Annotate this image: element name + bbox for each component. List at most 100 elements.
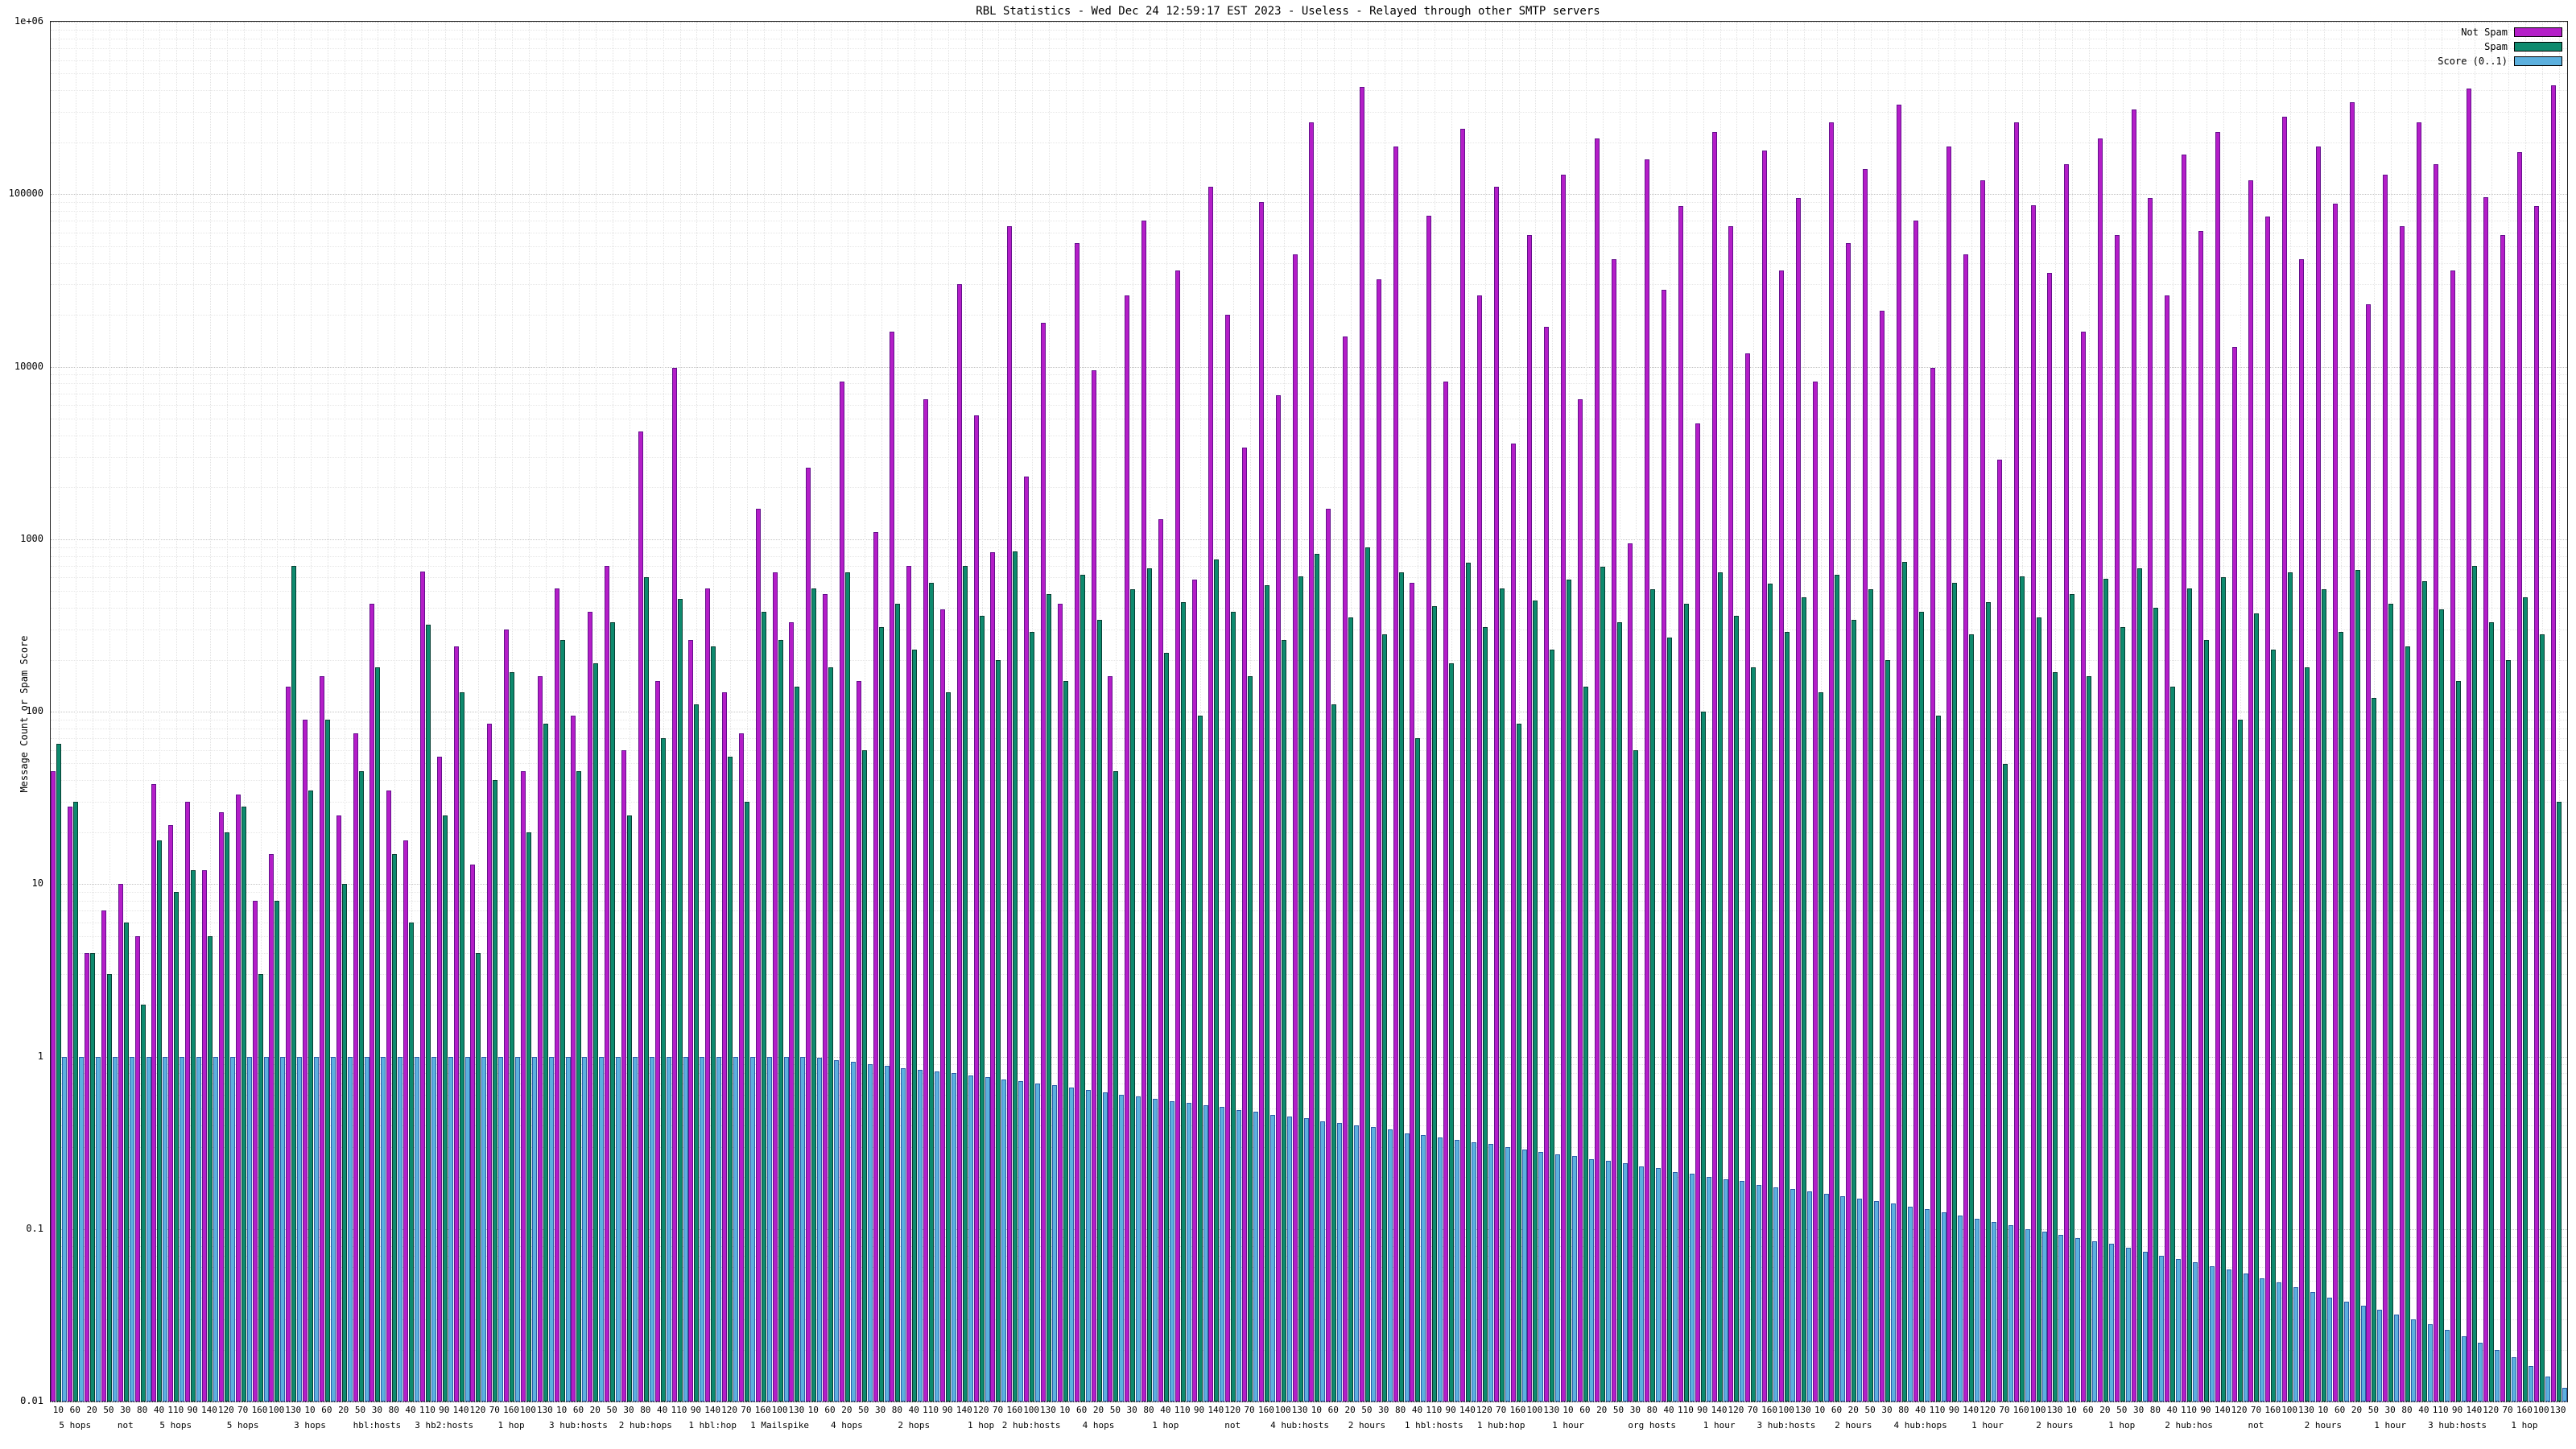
- bar-spam: [341, 884, 347, 1402]
- bar-score: [364, 1056, 369, 1402]
- x-tick-label: 80: [388, 1405, 399, 1415]
- bar-not-spam: [2282, 117, 2288, 1402]
- bar-spam: [559, 640, 565, 1402]
- x-group-label: 1 hop: [1152, 1420, 1179, 1430]
- gridline-horizontal: [51, 1319, 2567, 1320]
- bar-score: [766, 1056, 772, 1402]
- bar-not-spam: [1459, 128, 1465, 1402]
- bar-not-spam: [51, 771, 56, 1402]
- x-group-label: 2 hours: [1835, 1420, 1872, 1430]
- gridline-horizontal: [51, 1125, 2567, 1126]
- bar-not-spam: [1108, 676, 1113, 1402]
- gridline-horizontal: [51, 1255, 2567, 1257]
- bar-score: [2377, 1310, 2383, 1402]
- x-tick-label: 50: [606, 1405, 617, 1415]
- gridline-horizontal: [51, 738, 2567, 740]
- bar-not-spam: [990, 551, 996, 1402]
- bar-not-spam: [2433, 163, 2438, 1402]
- x-tick-label: 40: [1915, 1405, 1926, 1415]
- x-tick-label: 140: [704, 1405, 721, 1415]
- x-tick-label: 110: [167, 1405, 184, 1415]
- x-tick-label: 130: [2549, 1405, 2566, 1415]
- bar-spam: [1583, 686, 1588, 1402]
- bar-score: [1505, 1146, 1510, 1402]
- gridline-vertical: [142, 22, 144, 1402]
- x-group-label: 3 hops: [294, 1420, 326, 1430]
- bar-score: [733, 1056, 739, 1402]
- bar-spam: [1080, 575, 1085, 1402]
- bar-spam: [73, 802, 79, 1402]
- bar-score: [901, 1067, 906, 1402]
- bar-score: [1840, 1195, 1846, 1402]
- x-tick-label: 120: [721, 1405, 737, 1415]
- x-tick-label: 60: [824, 1405, 836, 1415]
- x-tick-label: 20: [1847, 1405, 1859, 1415]
- bar-score: [2277, 1282, 2282, 1402]
- bar-spam: [2388, 604, 2394, 1402]
- gridline-horizontal: [51, 202, 2567, 204]
- bar-not-spam: [319, 676, 324, 1402]
- x-tick-label: 70: [741, 1405, 752, 1415]
- x-group-label: 1 hop: [2511, 1420, 2538, 1430]
- bar-not-spam: [571, 715, 576, 1402]
- bar-not-spam: [2467, 88, 2472, 1402]
- x-tick-label: 100: [2029, 1405, 2046, 1415]
- gridline-vertical: [193, 22, 195, 1402]
- gridline-horizontal: [51, 366, 2567, 368]
- bar-spam: [106, 974, 112, 1402]
- gridline-horizontal: [51, 374, 2567, 376]
- bar-spam: [744, 802, 749, 1402]
- x-group-label: 2 hours: [1348, 1420, 1386, 1430]
- gridline-horizontal: [51, 456, 2567, 458]
- y-tick-label: 10: [31, 877, 43, 890]
- bar-spam: [610, 621, 616, 1402]
- gridline-vertical: [226, 22, 228, 1402]
- bar-score: [951, 1073, 956, 1402]
- x-tick-label: 30: [2384, 1405, 2396, 1415]
- bar-score: [582, 1056, 588, 1402]
- bar-not-spam: [2366, 304, 2372, 1402]
- bar-spam: [1180, 602, 1186, 1402]
- y-tick-label: 1: [37, 1050, 43, 1062]
- bar-spam: [207, 935, 213, 1402]
- bar-score: [1572, 1156, 1578, 1402]
- x-tick-label: 40: [405, 1405, 416, 1415]
- gridline-horizontal: [51, 29, 2567, 31]
- x-tick-label: 20: [841, 1405, 852, 1415]
- gridline-horizontal: [51, 246, 2567, 247]
- bar-not-spam: [2248, 180, 2254, 1402]
- bar-score: [415, 1056, 420, 1402]
- bar-spam: [1163, 652, 1169, 1402]
- bar-spam: [1248, 676, 1253, 1402]
- gridline-horizontal: [51, 749, 2567, 751]
- bar-score: [1622, 1163, 1628, 1402]
- gridline-vertical: [394, 22, 396, 1402]
- x-tick-label: 90: [1697, 1405, 1708, 1415]
- x-tick-label: 50: [858, 1405, 869, 1415]
- gridline-horizontal: [51, 547, 2567, 548]
- bar-score: [2528, 1366, 2533, 1402]
- bar-spam: [828, 667, 834, 1402]
- bar-score: [280, 1056, 286, 1402]
- bar-score: [129, 1056, 134, 1402]
- bar-not-spam: [1544, 327, 1550, 1402]
- bar-spam: [2120, 626, 2125, 1402]
- gridline-horizontal: [51, 1349, 2567, 1351]
- bar-not-spam: [269, 853, 275, 1402]
- bar-spam: [1381, 634, 1387, 1402]
- x-tick-label: 100: [2533, 1405, 2549, 1415]
- x-tick-label: 90: [2200, 1405, 2211, 1415]
- gridline-horizontal: [51, 1146, 2567, 1148]
- bar-spam: [275, 901, 280, 1402]
- bar-score: [2108, 1244, 2114, 1402]
- bar-not-spam: [537, 676, 543, 1402]
- bar-not-spam: [1343, 336, 1348, 1402]
- bar-score: [1085, 1090, 1091, 1402]
- bar-score: [884, 1066, 890, 1402]
- legend-label-not-spam: Not Spam: [2461, 27, 2508, 38]
- gridline-horizontal: [51, 974, 2567, 976]
- x-tick-label: 50: [1109, 1405, 1121, 1415]
- bar-not-spam: [1930, 368, 1935, 1402]
- x-tick-label: 130: [2046, 1405, 2063, 1415]
- bar-not-spam: [1258, 202, 1264, 1402]
